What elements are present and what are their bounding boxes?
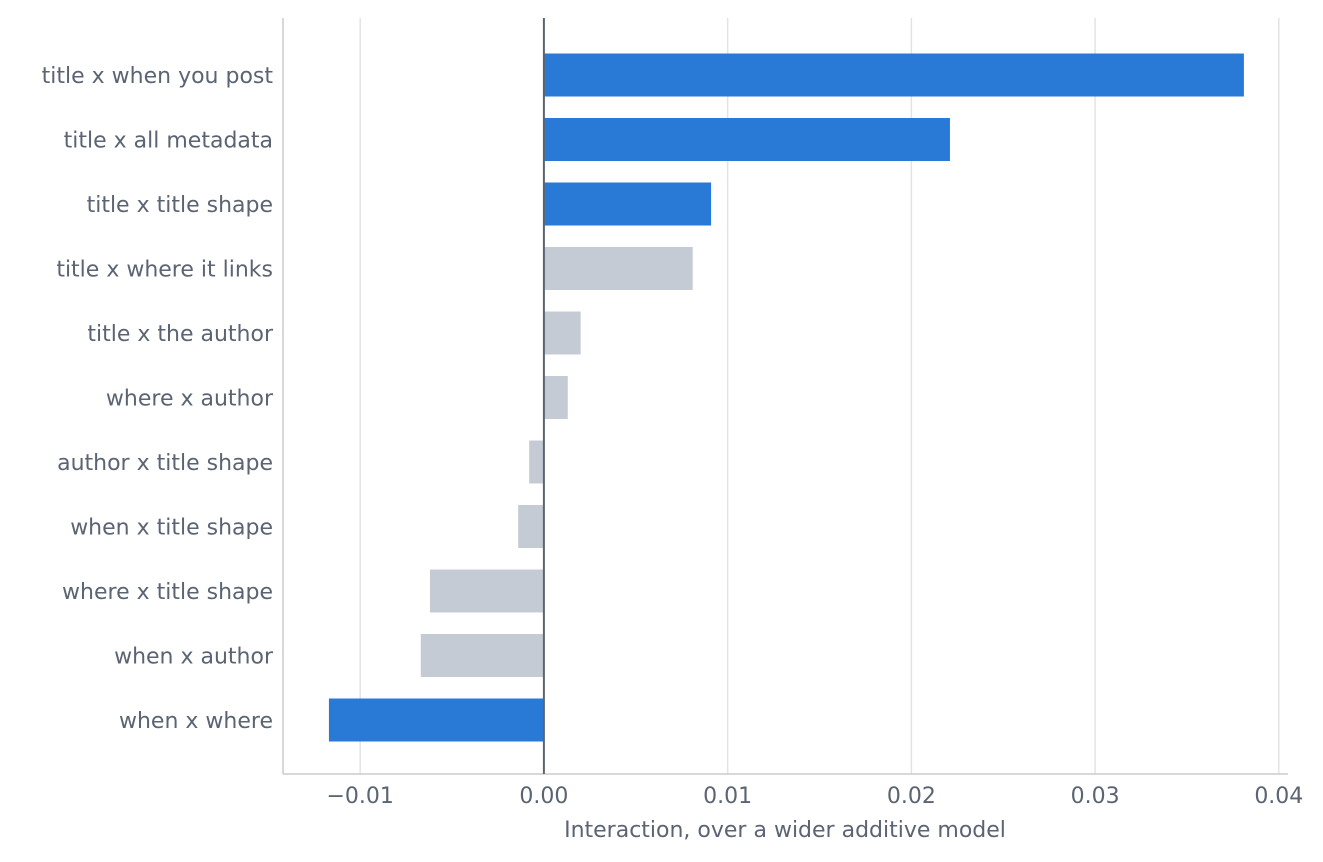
- x-tick-label: 0.03: [1071, 784, 1120, 809]
- category-label: title x the author: [87, 322, 274, 347]
- bar: [518, 505, 544, 548]
- category-label: where x author: [106, 387, 274, 412]
- x-tick-label: 0.04: [1254, 784, 1303, 809]
- label-layer: −0.01 0.00 0.01 0.02 0.03 0.04 title x when yo…: [42, 64, 1304, 809]
- category-label: when x author: [114, 645, 274, 670]
- bar: [543, 182, 712, 226]
- category-label: where x title shape: [62, 580, 273, 605]
- bar: [543, 53, 1244, 97]
- bar: [429, 569, 544, 613]
- bar: [328, 698, 544, 742]
- x-tick-label: 0.00: [519, 784, 568, 809]
- bar: [543, 376, 568, 419]
- bar: [420, 634, 544, 677]
- x-tick-label: 0.01: [703, 784, 752, 809]
- bar: [543, 247, 693, 290]
- category-label: title x title shape: [87, 193, 273, 218]
- bar-layer: [328, 53, 1244, 742]
- category-label: when x title shape: [70, 516, 273, 541]
- bar: [543, 118, 950, 161]
- category-label: author x title shape: [57, 451, 273, 476]
- category-label: when x where: [119, 709, 273, 734]
- category-label: title x where it links: [56, 258, 273, 283]
- bar: [529, 440, 544, 484]
- x-tick-label: −0.01: [326, 784, 393, 809]
- bar: [543, 311, 581, 355]
- x-axis-title: Interaction, over a wider additive model: [564, 818, 1006, 843]
- x-tick-label: 0.02: [887, 784, 936, 809]
- category-label: title x when you post: [42, 64, 274, 89]
- category-label: title x all metadata: [64, 129, 273, 154]
- axis-layer: [282, 18, 1288, 775]
